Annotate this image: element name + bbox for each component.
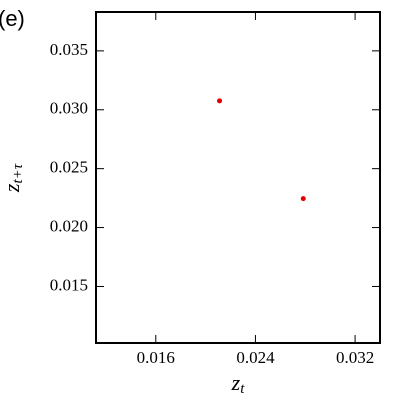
y-tick-label: 0.020	[50, 216, 88, 235]
y-label-sub: t+τ	[10, 163, 26, 183]
x-tick-label: 0.016	[137, 348, 175, 367]
x-label-base: z	[231, 370, 241, 395]
y-axis-label: zt+τ	[0, 163, 26, 193]
x-tick-label: 0.024	[236, 348, 275, 367]
y-tick-label: 0.030	[50, 99, 88, 118]
y-tick-label: 0.015	[50, 275, 88, 294]
plot-frame	[95, 11, 381, 344]
point	[300, 196, 306, 202]
y-tick-label: 0.025	[50, 158, 88, 177]
point	[217, 98, 223, 104]
y-label-base: z	[0, 183, 24, 193]
x-label-sub: t	[240, 381, 245, 397]
x-tick-label: 0.032	[336, 348, 374, 367]
y-tick-label: 0.035	[50, 40, 88, 59]
panel-label: (e)	[0, 6, 25, 31]
x-axis-label: zt	[231, 370, 246, 397]
